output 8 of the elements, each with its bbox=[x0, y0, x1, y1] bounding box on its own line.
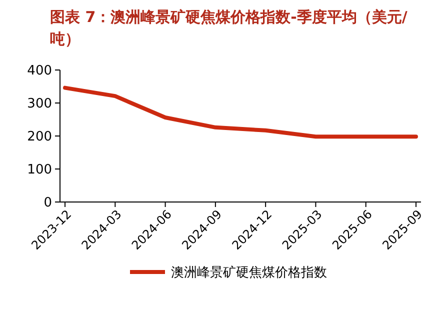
y-tick-label: 100 bbox=[27, 162, 52, 178]
y-tick-label: 200 bbox=[27, 130, 52, 145]
chart-title: 图表 7：澳洲峰景矿硬焦煤价格指数-季度平均（美元/吨） bbox=[50, 8, 408, 48]
line-series bbox=[63, 86, 418, 139]
y-tick-label: 400 bbox=[27, 64, 52, 79]
y-tick-label: 0 bbox=[44, 196, 52, 211]
y-tick-label: 300 bbox=[27, 96, 52, 112]
legend-label: 澳洲峰景矿硬焦煤价格指数 bbox=[171, 266, 327, 281]
